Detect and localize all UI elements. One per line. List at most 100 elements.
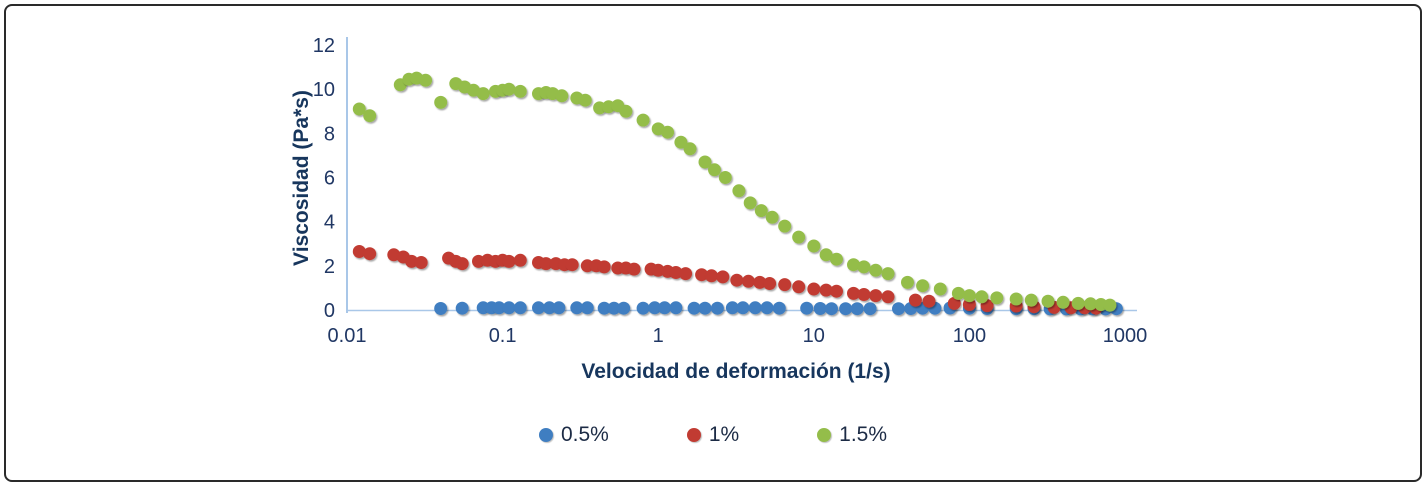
data-point — [513, 301, 527, 315]
x-tick-label: 10 — [803, 325, 825, 347]
data-point — [532, 301, 545, 315]
data-point — [669, 301, 683, 315]
data-point — [825, 302, 838, 316]
data-point — [597, 260, 611, 274]
data-point — [754, 204, 768, 218]
data-point — [881, 267, 895, 281]
data-point — [748, 301, 762, 315]
data-point — [687, 301, 701, 315]
data-point — [352, 102, 366, 116]
x-tick-label: 1 — [653, 325, 664, 347]
data-point — [1041, 294, 1055, 308]
legend-label: 1.5% — [839, 423, 888, 446]
data-point — [636, 301, 650, 315]
data-point — [619, 104, 633, 118]
data-point — [792, 230, 806, 244]
data-point — [725, 301, 739, 315]
data-point — [363, 109, 377, 123]
data-point — [792, 280, 806, 294]
data-point — [760, 301, 774, 315]
data-point — [502, 254, 516, 268]
data-point — [908, 293, 922, 307]
legend: 0.5% 1% 1.5% — [0, 423, 1426, 447]
legend-marker-green — [817, 428, 832, 442]
y-tick-label: 10 — [313, 79, 335, 101]
data-point — [933, 282, 947, 296]
y-tick-label: 6 — [324, 168, 335, 190]
data-point — [570, 301, 584, 315]
data-point — [741, 274, 755, 288]
series-1% — [352, 245, 1103, 315]
data-point — [830, 252, 843, 266]
data-point — [405, 254, 419, 268]
y-tick-label: 0 — [324, 300, 335, 322]
data-point — [683, 142, 697, 156]
data-point — [778, 219, 792, 233]
data-point — [580, 301, 594, 315]
y-tick-label: 8 — [324, 123, 335, 145]
data-point — [1024, 293, 1038, 307]
data-point — [698, 301, 712, 315]
data-point — [1103, 298, 1117, 312]
data-point — [363, 247, 377, 261]
data-point — [765, 210, 779, 224]
data-point — [975, 290, 989, 304]
data-point — [695, 268, 709, 282]
data-point — [539, 257, 553, 271]
figure-frame — [4, 4, 1422, 482]
data-point — [1056, 295, 1070, 309]
data-point — [901, 275, 914, 289]
data-point — [627, 262, 641, 276]
data-point — [419, 73, 433, 87]
data-point — [892, 302, 905, 316]
data-point — [434, 95, 448, 109]
data-point — [705, 269, 718, 283]
data-point — [881, 290, 895, 304]
data-point — [819, 283, 833, 297]
series-1.5% — [352, 71, 1117, 312]
data-point — [850, 302, 864, 316]
x-tick-label: 100 — [953, 325, 986, 347]
y-tick-label: 2 — [324, 256, 335, 278]
data-point — [578, 93, 592, 107]
x-tick-label: 1000 — [1103, 325, 1148, 347]
data-point — [414, 256, 428, 269]
data-point — [513, 84, 527, 98]
legend-marker-red — [686, 428, 701, 442]
data-point — [763, 277, 777, 290]
data-point — [922, 294, 936, 308]
data-point — [847, 286, 860, 300]
data-point — [847, 258, 860, 272]
data-point — [730, 273, 744, 287]
data-point — [857, 288, 871, 301]
y-tick-label: 4 — [324, 212, 335, 234]
data-point — [778, 278, 792, 292]
data-point — [732, 184, 746, 198]
data-point — [990, 291, 1004, 305]
data-point — [636, 113, 650, 127]
data-point — [1084, 297, 1097, 311]
data-point — [807, 239, 821, 253]
data-point — [669, 266, 683, 279]
x-tick-label: 0.1 — [489, 325, 517, 347]
data-point — [947, 296, 961, 310]
data-point — [916, 279, 930, 293]
data-point — [813, 302, 827, 315]
data-point — [839, 302, 853, 316]
data-point — [352, 245, 366, 258]
data-point — [857, 260, 871, 274]
data-point — [580, 259, 594, 273]
data-point — [542, 301, 556, 315]
data-point — [962, 289, 976, 303]
data-point — [502, 82, 516, 96]
legend-marker-blue — [538, 428, 553, 442]
legend-label: 0.5% — [560, 423, 609, 446]
data-point — [951, 286, 965, 300]
data-point — [869, 289, 883, 303]
legend-item-0-5pct: 0.5% — [538, 423, 609, 447]
data-point — [552, 301, 566, 315]
data-point — [455, 301, 469, 315]
data-point — [555, 89, 569, 103]
data-point — [565, 258, 579, 272]
